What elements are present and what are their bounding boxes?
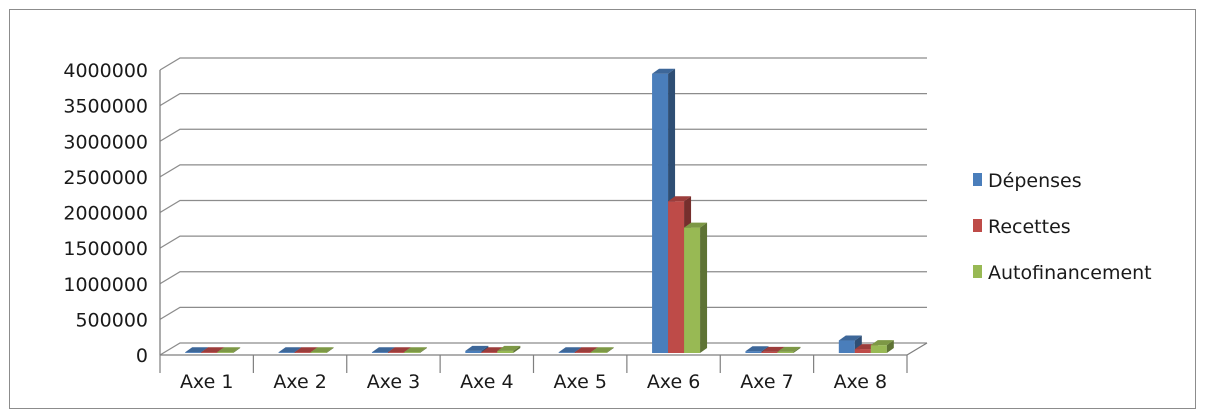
bar — [684, 222, 708, 353]
x-tick-label: Axe 5 — [553, 371, 606, 393]
x-tick-label: Axe 1 — [180, 371, 233, 393]
axes — [159, 70, 928, 373]
y-tick-label: 1500000 — [63, 238, 148, 260]
chart-frame: 0 500000 1000000 1500000 2000000 2500000 30000… — [9, 9, 1196, 409]
gridline — [159, 92, 927, 107]
bar — [590, 347, 614, 353]
legend: Dépenses Recettes Autofinancement — [973, 170, 1152, 284]
gridline — [159, 271, 927, 285]
y-tick-label: 0 — [136, 345, 148, 367]
gridline — [159, 57, 927, 71]
y-tick-label: 4000000 — [63, 60, 148, 82]
gridlines — [159, 57, 927, 356]
bar-chart: 0 500000 1000000 1500000 2000000 2500000 30000… — [63, 57, 1152, 393]
x-tick-label: Axe 3 — [367, 371, 420, 393]
x-tick-labels: Axe 1 Axe 2 Axe 3 Axe 4 Axe 5 Axe 6 Axe 7 Axe 8 — [180, 371, 887, 393]
y-tick-label: 3000000 — [63, 131, 148, 153]
gridline — [159, 306, 927, 320]
y-tick-label: 500000 — [75, 309, 148, 331]
x-tick-label: Axe 7 — [740, 371, 793, 393]
bar — [870, 340, 894, 353]
floor-edge-line — [906, 342, 928, 356]
legend-swatch — [973, 173, 982, 186]
y-tick-label: 1000000 — [63, 274, 148, 296]
bar — [217, 347, 241, 353]
legend-item: Dépenses — [973, 170, 1082, 192]
legend-label: Dépenses — [988, 170, 1082, 192]
y-tick-labels: 0 500000 1000000 1500000 2000000 2500000 30000… — [63, 60, 148, 367]
bars — [185, 68, 894, 353]
bar — [777, 346, 801, 353]
x-tick-label: Axe 8 — [834, 371, 887, 393]
y-tick-label: 3500000 — [63, 96, 148, 118]
legend-item: Recettes — [973, 216, 1071, 238]
x-tick-label: Axe 6 — [647, 371, 700, 393]
gridline — [159, 235, 927, 249]
bar — [403, 347, 427, 353]
legend-label: Recettes — [988, 216, 1071, 238]
x-tick-label: Axe 2 — [273, 371, 326, 393]
gridline — [159, 128, 927, 142]
legend-swatch — [973, 219, 982, 232]
x-tick-label: Axe 4 — [460, 371, 513, 393]
y-tick-label: 2500000 — [63, 167, 148, 189]
y-tick-label: 2000000 — [63, 203, 148, 225]
gridline — [159, 199, 927, 214]
legend-swatch — [973, 265, 982, 278]
gridline — [159, 342, 927, 356]
bar — [310, 347, 334, 353]
bar — [497, 345, 521, 353]
legend-item: Autofinancement — [973, 262, 1152, 284]
legend-label: Autofinancement — [988, 262, 1152, 284]
gridline — [159, 164, 927, 178]
